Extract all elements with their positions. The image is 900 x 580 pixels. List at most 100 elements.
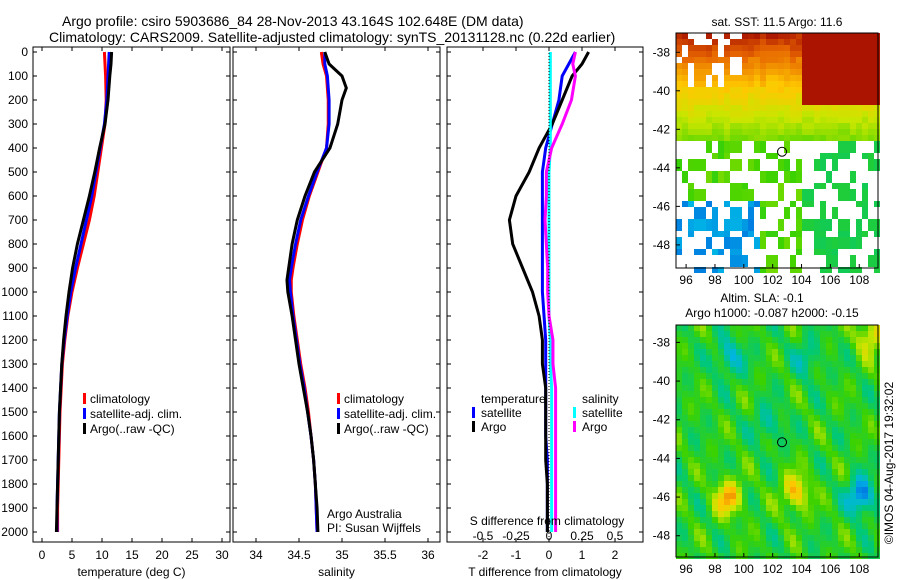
map-cell [856, 33, 862, 39]
map-cell [874, 255, 880, 261]
map-cell [820, 535, 826, 541]
map-cell [820, 63, 826, 69]
map-cell [838, 397, 844, 403]
x-tick-label: 36 [421, 548, 435, 562]
map-cell [856, 81, 862, 87]
map-cell [850, 361, 856, 367]
map-cell [826, 511, 832, 517]
map-cell [778, 219, 784, 225]
map-cell [856, 105, 862, 111]
map-cell [784, 493, 790, 499]
map-cell [724, 45, 730, 51]
map-cell [814, 553, 820, 559]
y-tick-label: 1600 [1, 429, 28, 443]
map-cell [784, 481, 790, 487]
map-cell [868, 481, 874, 487]
map-cell [868, 51, 874, 57]
map-cell [754, 69, 760, 75]
map-cell [694, 385, 700, 391]
map-cell [682, 99, 688, 105]
map-cell [760, 523, 766, 529]
map-cell [814, 123, 820, 129]
map-cell [874, 105, 880, 111]
map-cell [790, 117, 796, 123]
map-cell [742, 427, 748, 433]
map-cell [754, 475, 760, 481]
map-cell [778, 367, 784, 373]
map-cell [874, 81, 880, 87]
map-cell [676, 409, 682, 415]
map-cell [742, 397, 748, 403]
map-cell [748, 487, 754, 493]
map-cell [688, 189, 694, 195]
map-cell [838, 111, 844, 117]
map-cell [862, 93, 868, 99]
map-cell [790, 33, 796, 39]
map-cell [706, 445, 712, 451]
map-cell [796, 111, 802, 117]
map-cell [712, 487, 718, 493]
map-cell [844, 75, 850, 81]
map-cell [700, 529, 706, 535]
map-cell [874, 547, 880, 553]
map-cell [820, 105, 826, 111]
map-cell [814, 547, 820, 553]
map-cell [796, 481, 802, 487]
map-cell [790, 69, 796, 75]
map-cell [700, 123, 706, 129]
map-cell [844, 469, 850, 475]
map-cell [730, 75, 736, 81]
map-cell [862, 379, 868, 385]
map-cell [796, 75, 802, 81]
map-cell [814, 451, 820, 457]
map-cell [766, 373, 772, 379]
map-cell [754, 547, 760, 553]
map-cell [832, 325, 838, 331]
map-cell [874, 219, 880, 225]
map-cell [772, 385, 778, 391]
map-cell [832, 511, 838, 517]
map-cell [748, 75, 754, 81]
map-cell [712, 397, 718, 403]
map-cell [688, 231, 694, 237]
map-cell [712, 213, 718, 219]
map-cell [790, 331, 796, 337]
annotation-text: Argo Australia [327, 507, 402, 521]
map-cell [832, 487, 838, 493]
map-cell [706, 337, 712, 343]
map-cell [706, 391, 712, 397]
map-cell [856, 75, 862, 81]
map-cell [826, 397, 832, 403]
map-x-tick-label: 96 [679, 562, 693, 576]
map-cell [826, 517, 832, 523]
map-cell [766, 261, 772, 267]
map-cell [832, 451, 838, 457]
map-cell [796, 337, 802, 343]
map-cell [742, 255, 748, 261]
map-cell [688, 201, 694, 207]
map-cell [754, 201, 760, 207]
map-cell [676, 111, 682, 117]
map-cell [736, 129, 742, 135]
map-cell [718, 457, 724, 463]
map-cell [862, 111, 868, 117]
map-cell [760, 421, 766, 427]
map-cell [838, 439, 844, 445]
map-cell [832, 541, 838, 547]
y-tick-label: 100 [8, 69, 28, 83]
map-cell [772, 535, 778, 541]
map-cell [826, 463, 832, 469]
map-cell [724, 99, 730, 105]
map-cell [874, 331, 880, 337]
map-cell [844, 439, 850, 445]
map-cell [724, 475, 730, 481]
map-cell [778, 487, 784, 493]
map-cell [706, 135, 712, 141]
map-cell [832, 93, 838, 99]
map-cell [826, 421, 832, 427]
map-cell [736, 373, 742, 379]
map-cell [736, 355, 742, 361]
map-cell [730, 493, 736, 499]
map-cell [760, 267, 766, 273]
map-cell [814, 457, 820, 463]
